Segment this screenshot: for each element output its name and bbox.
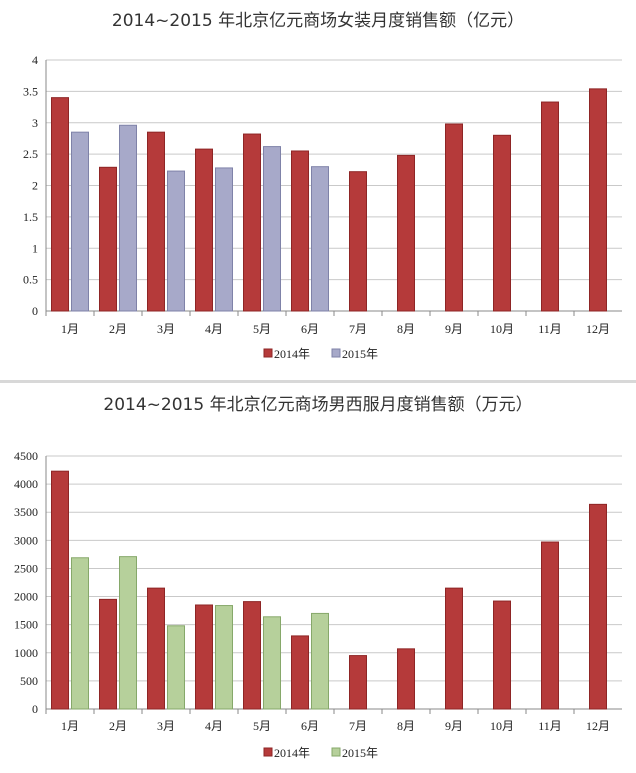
chart-title: 2014~2015 年北京亿元商场男西服月度销售额（万元） [103, 395, 533, 415]
mens-suits-chart-panel: 2014~2015 年北京亿元商场男西服月度销售额（万元） 0 500 1000 15… [0, 380, 636, 773]
bar-series-1 [291, 635, 309, 710]
x-tick-label: 1月 [61, 322, 79, 336]
x-tick-label: 11月 [538, 719, 562, 733]
x-tick-label: 4月 [205, 719, 223, 733]
bar-series-1 [243, 601, 261, 710]
legend-label: 2015年 [342, 746, 378, 760]
y-tick-label: 3.5 [23, 84, 38, 98]
x-tick-label: 10月 [490, 322, 514, 336]
bar-series-1 [147, 587, 165, 710]
bar-series-1 [493, 600, 511, 710]
womens-wear-bar-chart: 0 0.5 1 1.5 2 2.5 3 3.5 4 1月 2月 3月 4月 5月 6月 7月 8月 9月 10月 11… [23, 53, 622, 361]
legend-swatch [263, 747, 273, 757]
bar-series-1 [147, 131, 165, 312]
bar-series-1 [349, 171, 367, 312]
legend-swatch [331, 348, 341, 358]
bar-series-1 [51, 470, 69, 710]
womens-wear-chart-panel: 2014~2015 年北京亿元商场女装月度销售额（亿元） 0 0.5 1 1.5 2 2.… [0, 0, 636, 380]
bar-series-1 [397, 648, 415, 710]
y-tick-label: 3 [32, 116, 38, 130]
x-tick-label: 2月 [109, 322, 127, 336]
y-tick-label: 4 [32, 53, 38, 67]
y-tick-label: 1000 [14, 646, 38, 660]
y-tick-label: 1.5 [23, 210, 38, 224]
x-tick-label: 9月 [445, 719, 463, 733]
bar-series-1 [51, 97, 69, 312]
x-tick-label: 5月 [253, 719, 271, 733]
bar-series-2 [311, 612, 329, 710]
x-tick-label: 6月 [301, 322, 319, 336]
bar-series-2 [311, 166, 329, 312]
x-tick-label: 7月 [349, 322, 367, 336]
x-tick-label: 3月 [157, 322, 175, 336]
bar-series-1 [99, 598, 117, 710]
bar-series-1 [589, 503, 607, 710]
legend-label: 2014年 [274, 347, 310, 361]
legend-swatch [263, 348, 273, 358]
bar-series-1 [243, 133, 261, 312]
x-tick-label: 4月 [205, 322, 223, 336]
legend-label: 2014年 [274, 746, 310, 760]
y-tick-label: 2000 [14, 590, 38, 604]
x-tick-label: 12月 [586, 322, 610, 336]
y-tick-label: 0 [32, 304, 38, 318]
bar-series-2 [119, 556, 137, 710]
legend-swatch [331, 747, 341, 757]
x-tick-label: 2月 [109, 719, 127, 733]
y-tick-label: 2.5 [23, 147, 38, 161]
bar-series-2 [167, 625, 185, 710]
y-tick-label: 3000 [14, 533, 38, 547]
bar-series-1 [349, 655, 367, 710]
y-tick-label: 1500 [14, 618, 38, 632]
y-tick-label: 1 [32, 241, 38, 255]
bar-series-1 [445, 123, 463, 312]
y-tick-label: 2500 [14, 561, 38, 575]
y-tick-label: 500 [20, 674, 38, 688]
bar-series-1 [195, 148, 213, 312]
x-tick-label: 9月 [445, 322, 463, 336]
x-tick-label: 10月 [490, 719, 514, 733]
x-tick-label: 8月 [397, 719, 415, 733]
bar-series-1 [397, 154, 415, 312]
x-tick-label: 11月 [538, 322, 562, 336]
y-tick-label: 3500 [14, 505, 38, 519]
bar-series-1 [541, 101, 559, 312]
bar-series-1 [541, 541, 559, 710]
bar-series-1 [445, 587, 463, 710]
y-tick-label: 0.5 [23, 273, 38, 287]
x-tick-label: 6月 [301, 719, 319, 733]
y-tick-label: 4000 [14, 477, 38, 491]
bar-series-2 [167, 170, 185, 312]
bar-series-2 [215, 605, 233, 710]
bar-series-2 [263, 616, 281, 710]
bar-series-2 [263, 146, 281, 312]
bar-series-2 [71, 557, 89, 710]
x-tick-label: 1月 [61, 719, 79, 733]
chart-title: 2014~2015 年北京亿元商场女装月度销售额（亿元） [111, 11, 525, 31]
x-tick-label: 5月 [253, 322, 271, 336]
bar-series-1 [589, 88, 607, 312]
bar-series-2 [71, 131, 89, 312]
y-tick-label: 4500 [14, 449, 38, 463]
bar-series-2 [119, 124, 137, 312]
mens-suits-bar-chart: 0 500 1000 1500 2000 2500 3000 3500 4000 4500 1月 2月… [14, 449, 622, 760]
bar-series-2 [215, 167, 233, 312]
x-tick-label: 8月 [397, 322, 415, 336]
legend-label: 2015年 [342, 347, 378, 361]
x-tick-label: 12月 [586, 719, 610, 733]
y-tick-label: 2 [32, 179, 38, 193]
bar-series-1 [99, 166, 117, 312]
bar-series-1 [291, 150, 309, 312]
bar-series-1 [195, 604, 213, 710]
bar-series-1 [493, 134, 511, 312]
x-tick-label: 3月 [157, 719, 175, 733]
x-tick-label: 7月 [349, 719, 367, 733]
y-tick-label: 0 [32, 702, 38, 716]
